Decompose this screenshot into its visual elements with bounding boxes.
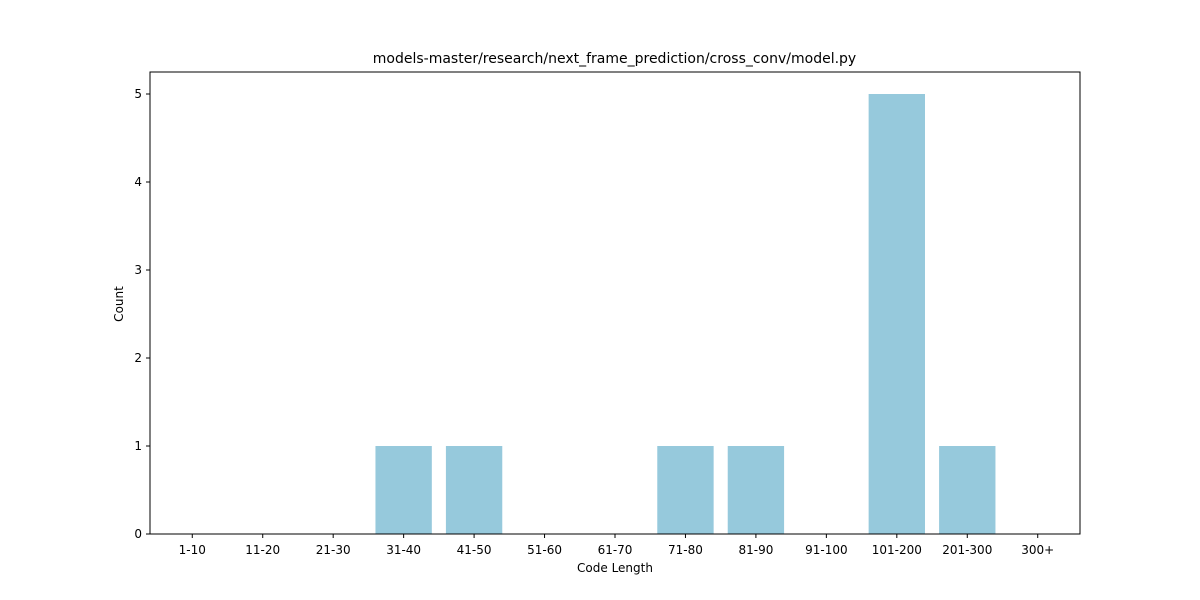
chart-title: models-master/research/next_frame_predic… [373, 51, 856, 67]
x-tick-label: 101-200 [872, 543, 922, 557]
y-tick-label: 3 [134, 263, 142, 277]
y-axis: 0 1 2 3 4 5 [134, 87, 150, 541]
y-axis-label: Count [112, 286, 126, 322]
x-tick-label: 71-80 [668, 543, 703, 557]
x-tick-label: 300+ [1021, 543, 1054, 557]
x-tick-label: 81-90 [738, 543, 773, 557]
x-tick-label: 61-70 [598, 543, 633, 557]
x-tick-label: 11-20 [245, 543, 280, 557]
x-tick-label: 51-60 [527, 543, 562, 557]
bars-group [375, 94, 996, 534]
x-tick-label: 41-50 [457, 543, 492, 557]
bar-81-90 [727, 446, 785, 534]
y-tick-label: 0 [134, 527, 142, 541]
bar-41-50 [445, 446, 503, 534]
bar-101-200 [868, 94, 925, 534]
x-axis: 1-10 11-20 21-30 31-40 41-50 51-60 61-70 71-80 8… [179, 534, 1054, 557]
x-axis-label: Code Length [577, 561, 653, 575]
y-tick-label: 4 [134, 175, 142, 189]
bar-71-80 [657, 446, 714, 534]
bar-201-300 [939, 446, 996, 534]
bar-31-40 [375, 446, 432, 534]
x-tick-label: 201-300 [942, 543, 992, 557]
y-tick-label: 1 [134, 439, 142, 453]
y-tick-label: 5 [134, 87, 142, 101]
y-tick-label: 2 [134, 351, 142, 365]
x-tick-label: 91-100 [805, 543, 848, 557]
x-tick-label: 21-30 [316, 543, 351, 557]
x-tick-label: 31-40 [386, 543, 421, 557]
x-tick-label: 1-10 [179, 543, 206, 557]
